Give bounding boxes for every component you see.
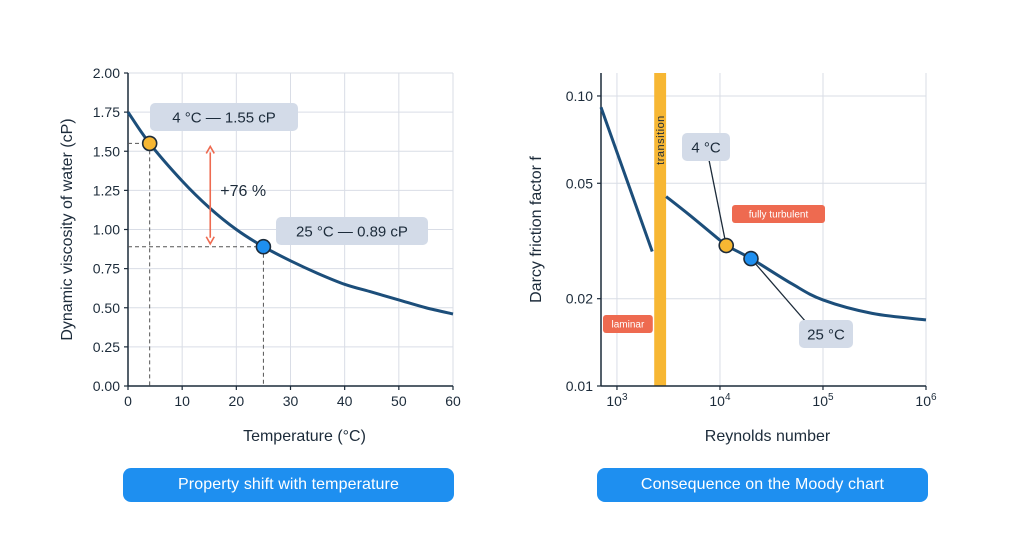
moody-chart: transition 103 104 105 106 0.01 0.02 0.05 0.10 Re… (528, 73, 937, 445)
y-tick-label: 2.00 (93, 65, 120, 81)
y-tick-label: 0.75 (93, 261, 120, 277)
y-tick-label: 0.00 (93, 378, 120, 394)
fully-turbulent-label: fully turbulent (749, 210, 809, 221)
x-tick-label: 60 (445, 393, 461, 409)
point-label-4c-box (682, 133, 730, 161)
leader-line-25c (750, 258, 807, 323)
y-tick-label: 0.02 (566, 291, 593, 307)
x-tick-label: 105 (812, 392, 834, 409)
point-label-25c: 25 °C (807, 326, 845, 343)
viscosity-chart: 0 10 20 30 40 50 60 0.00 0.25 0.50 0.75 1.00 1.25 1.5… (59, 65, 461, 445)
y-tick-label: 0.50 (93, 300, 120, 316)
y-tick-label: 0.01 (566, 378, 593, 394)
point-label-4c-box (150, 103, 298, 131)
x-tick-label: 10 (174, 393, 190, 409)
leader-line-4c (708, 159, 727, 246)
point-label-25c-box (276, 217, 428, 245)
y-axis-label: Dynamic viscosity of water (cP) (59, 118, 76, 340)
data-point (743, 250, 759, 267)
y-tick-label: 0.10 (566, 88, 593, 104)
x-tick-label: 40 (337, 393, 353, 409)
transition-band (654, 73, 667, 386)
x-tick-label: 104 (709, 392, 731, 409)
x-tick-label: 0 (124, 393, 132, 409)
y-axis-label: Darcy friction factor f (528, 156, 545, 303)
caption-right: Consequence on the Moody chart (597, 468, 928, 502)
y-tick-label: 1.00 (93, 222, 120, 238)
point-label-4c: 4 °C — 1.55 cP (172, 109, 276, 126)
point-label-25c: 25 °C — 0.89 cP (296, 223, 408, 240)
y-tick-label: 1.25 (93, 182, 120, 198)
laminar-curve (599, 106, 654, 252)
point-label-25c-box (799, 320, 853, 348)
change-arrowhead-up (205, 144, 215, 154)
laminar-label-box (603, 315, 653, 333)
x-axis-label: Temperature (°C) (243, 428, 366, 445)
y-tick-label: 0.25 (93, 339, 120, 355)
fully-turbulent-label-box (732, 205, 825, 223)
transition-label: transition (655, 115, 667, 165)
caption-left: Property shift with temperature (123, 468, 454, 502)
data-point (718, 237, 735, 254)
y-tick-label: 1.50 (93, 143, 120, 159)
y-tick-label: 1.75 (93, 104, 120, 120)
data-point (141, 135, 158, 152)
x-tick-label: 20 (229, 393, 245, 409)
point-label-4c: 4 °C (691, 139, 721, 156)
change-annotation: +76 % (220, 183, 266, 200)
y-tick-label: 0.05 (566, 175, 593, 191)
data-point (255, 238, 272, 255)
viscosity-curve (126, 111, 454, 316)
x-tick-label: 30 (283, 393, 299, 409)
x-axis-label: Reynolds number (705, 428, 831, 445)
laminar-label: laminar (612, 320, 645, 331)
x-tick-label: 50 (391, 393, 407, 409)
gridlines (601, 73, 927, 386)
x-tick-label: 103 (606, 392, 628, 409)
x-tick-label: 106 (915, 392, 937, 409)
change-arrowhead-down (205, 236, 215, 246)
